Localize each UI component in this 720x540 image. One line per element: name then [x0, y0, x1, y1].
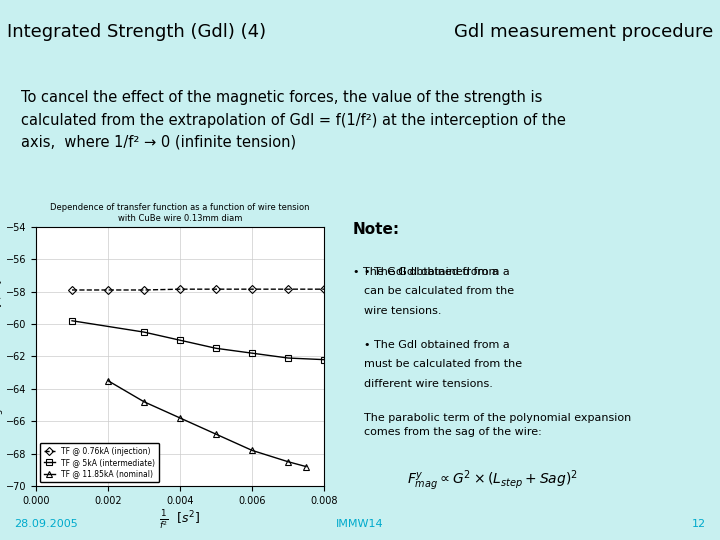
TF @ 11.85kA (nominal)	[140, 399, 148, 405]
TF @ 5kA (intermediate)	[248, 350, 256, 356]
Y-axis label: Integrated Trasfer Function [T/kA]: Integrated Trasfer Function [T/kA]	[0, 280, 3, 433]
TF @ 0.76kA (injection)	[248, 286, 256, 292]
TF @ 11.85kA (nominal)	[176, 415, 184, 421]
TF @ 11.85kA (nominal)	[104, 377, 112, 384]
TF @ 5kA (intermediate)	[176, 337, 184, 343]
TF @ 5kA (intermediate)	[140, 329, 148, 335]
TF @ 11.85kA (nominal)	[212, 431, 220, 437]
TF @ 5kA (intermediate)	[320, 356, 328, 363]
Line: TF @ 11.85kA (nominal): TF @ 11.85kA (nominal)	[105, 378, 309, 469]
TF @ 5kA (intermediate)	[68, 318, 76, 324]
Text: must be calculated from the: must be calculated from the	[364, 359, 525, 369]
Text: To cancel the effect of the magnetic forces, the value of the strength is
calcul: To cancel the effect of the magnetic for…	[22, 90, 566, 150]
Text: 12: 12	[691, 519, 706, 529]
Text: The parabolic term of the polynomial expansion
comes from the sag of the wire:: The parabolic term of the polynomial exp…	[364, 413, 631, 436]
Legend: TF @ 0.76kA (injection), TF @ 5kA (intermediate), TF @ 11.85kA (nominal): TF @ 0.76kA (injection), TF @ 5kA (inter…	[40, 443, 159, 482]
Text: 28.09.2005: 28.09.2005	[14, 519, 78, 529]
TF @ 0.76kA (injection)	[140, 287, 148, 293]
TF @ 0.76kA (injection)	[212, 286, 220, 292]
TF @ 5kA (intermediate)	[212, 345, 220, 352]
Text: wire tensions.: wire tensions.	[364, 306, 441, 316]
Text: • The Gdl obtained from a: • The Gdl obtained from a	[353, 267, 502, 276]
TF @ 0.76kA (injection)	[320, 286, 328, 292]
Text: $F^y_{mag} \propto G^2 \times (L_{step} + Sag)^2$: $F^y_{mag} \propto G^2 \times (L_{step} …	[407, 469, 578, 493]
TF @ 11.85kA (nominal)	[284, 458, 292, 465]
Line: TF @ 5kA (intermediate): TF @ 5kA (intermediate)	[69, 318, 327, 362]
X-axis label: $\frac{1}{f^2}$  $[s^2]$: $\frac{1}{f^2}$ $[s^2]$	[159, 509, 201, 532]
TF @ 5kA (intermediate)	[284, 355, 292, 361]
Text: IMMW14: IMMW14	[336, 519, 384, 529]
TF @ 11.85kA (nominal)	[248, 447, 256, 454]
Text: can be calculated from the: can be calculated from the	[364, 286, 517, 296]
Text: • The Gdl obtained from a: • The Gdl obtained from a	[364, 340, 513, 349]
Title: Dependence of transfer function as a function of wire tension
with CuBe wire 0.1: Dependence of transfer function as a fun…	[50, 203, 310, 223]
TF @ 0.76kA (injection)	[284, 286, 292, 292]
TF @ 0.76kA (injection)	[68, 287, 76, 293]
TF @ 0.76kA (injection)	[104, 287, 112, 293]
TF @ 11.85kA (nominal)	[302, 463, 310, 470]
TF @ 0.76kA (injection)	[176, 286, 184, 292]
Text: Gdl measurement procedure: Gdl measurement procedure	[454, 23, 713, 42]
Text: Integrated Strength (Gdl) (4): Integrated Strength (Gdl) (4)	[7, 23, 266, 42]
Text: Note:: Note:	[353, 221, 400, 237]
Line: TF @ 0.76kA (injection): TF @ 0.76kA (injection)	[69, 286, 327, 293]
Text: • The Gdl obtained from a: • The Gdl obtained from a	[364, 267, 513, 276]
Text: different wire tensions.: different wire tensions.	[364, 379, 492, 389]
